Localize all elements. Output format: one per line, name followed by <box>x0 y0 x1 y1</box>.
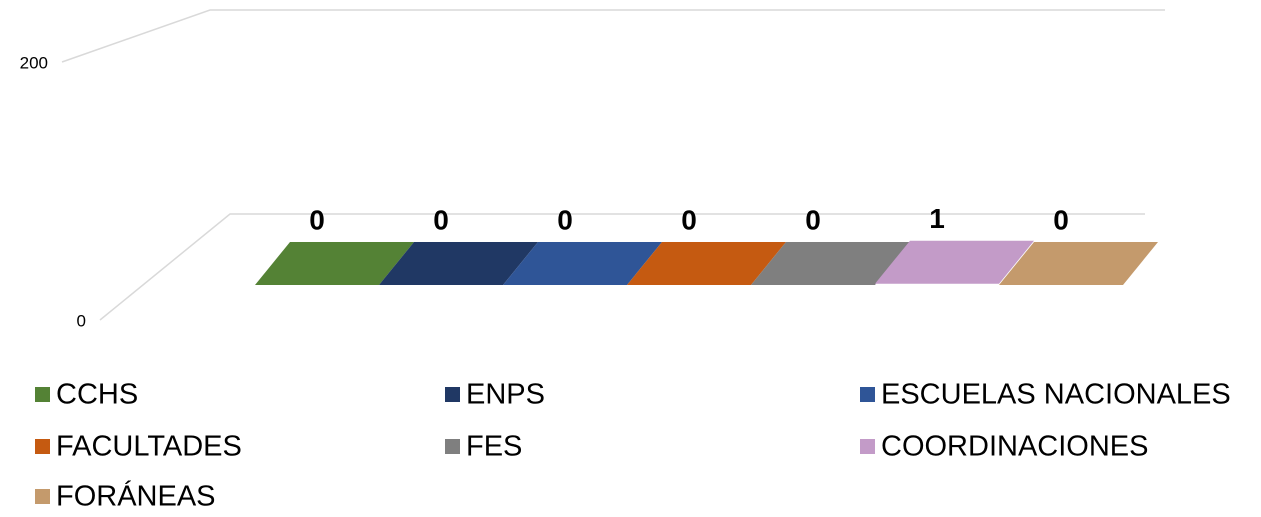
value-label: 0 <box>557 204 573 235</box>
bar <box>255 242 414 285</box>
legend-label: ESCUELAS NACIONALES <box>881 379 1231 411</box>
value-label: 0 <box>1053 204 1069 235</box>
grid-line <box>99 213 1145 321</box>
legend-swatch <box>445 439 460 454</box>
bar <box>379 242 538 285</box>
value-label: 0 <box>433 204 449 235</box>
legend-label: ENPS <box>466 379 545 411</box>
y-tick-label: 200 <box>20 53 48 72</box>
legend-label: FORÁNEAS <box>56 480 216 513</box>
legend-swatch <box>35 387 50 402</box>
bar <box>875 240 1034 284</box>
grid-line <box>61 9 1165 63</box>
bar <box>999 242 1158 285</box>
value-label: 0 <box>681 204 697 235</box>
legend-label: CCHS <box>56 379 138 411</box>
bar <box>627 242 786 285</box>
legend-swatch <box>35 489 50 504</box>
legend-swatch <box>860 387 875 402</box>
value-label: 1 <box>929 203 945 234</box>
legend-label: COORDINACIONES <box>881 431 1148 463</box>
value-label: 0 <box>309 204 325 235</box>
legend-swatch <box>35 439 50 454</box>
bar <box>503 242 662 285</box>
value-label: 0 <box>805 204 821 235</box>
legend-swatch <box>860 439 875 454</box>
bar <box>751 242 910 285</box>
legend-label: FES <box>466 431 522 463</box>
y-tick-label: 0 <box>77 311 86 330</box>
legend-swatch <box>445 387 460 402</box>
legend-label: FACULTADES <box>56 431 242 463</box>
